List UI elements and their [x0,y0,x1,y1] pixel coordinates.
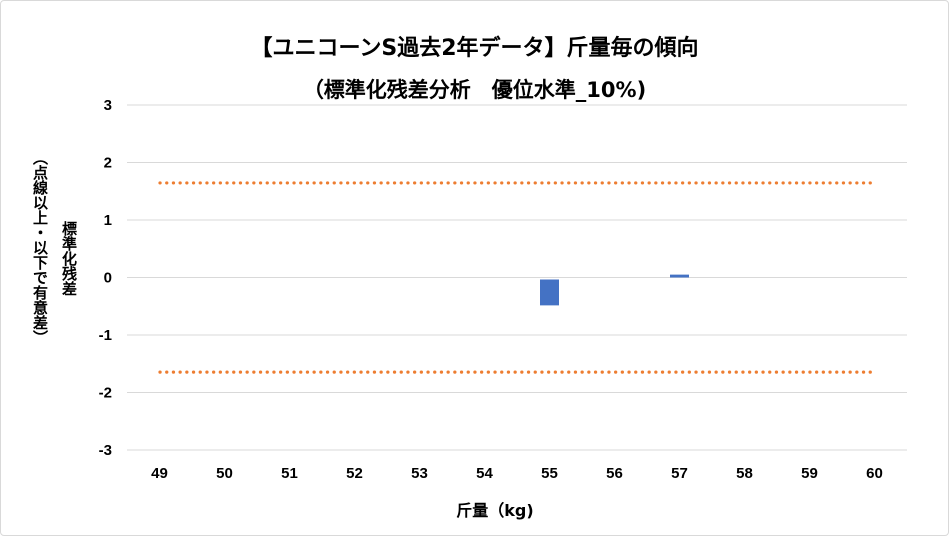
y-tick-label: -3 [99,442,112,459]
bar [540,279,559,306]
y-tick-label: 0 [104,270,112,287]
x-tick-label: 52 [346,465,363,482]
x-tick-label: 51 [281,465,298,482]
x-tick-label: 57 [671,465,688,482]
x-tick-label: 59 [801,465,818,482]
x-tick-label: 50 [216,465,233,482]
y-tick-label: 1 [104,212,112,229]
x-tick-label: 56 [606,465,623,482]
chart-title: 【ユニコーンS過去2年データ】斤量毎の傾向 [250,36,699,61]
y-axis-label-note: （点線以上・以下で有意差） [31,150,49,345]
x-tick-label: 54 [476,465,493,482]
y-tick-label: -2 [99,385,112,402]
bar [670,274,689,278]
y-tick-label: -1 [99,327,112,344]
y-axis-label: 標準化残差 [60,221,78,296]
x-tick-label: 53 [411,465,428,482]
chart-subtitle: （標準化残差分析 優位水準_10%) [302,78,647,102]
y-tick-label: 3 [104,97,112,114]
x-tick-label: 49 [151,465,168,482]
x-tick-label: 55 [541,465,558,482]
x-tick-label: 58 [736,465,753,482]
x-tick-label: 60 [866,465,883,482]
x-axis-label: 斤量（kg) [456,501,534,520]
y-tick-label: 2 [104,155,112,172]
